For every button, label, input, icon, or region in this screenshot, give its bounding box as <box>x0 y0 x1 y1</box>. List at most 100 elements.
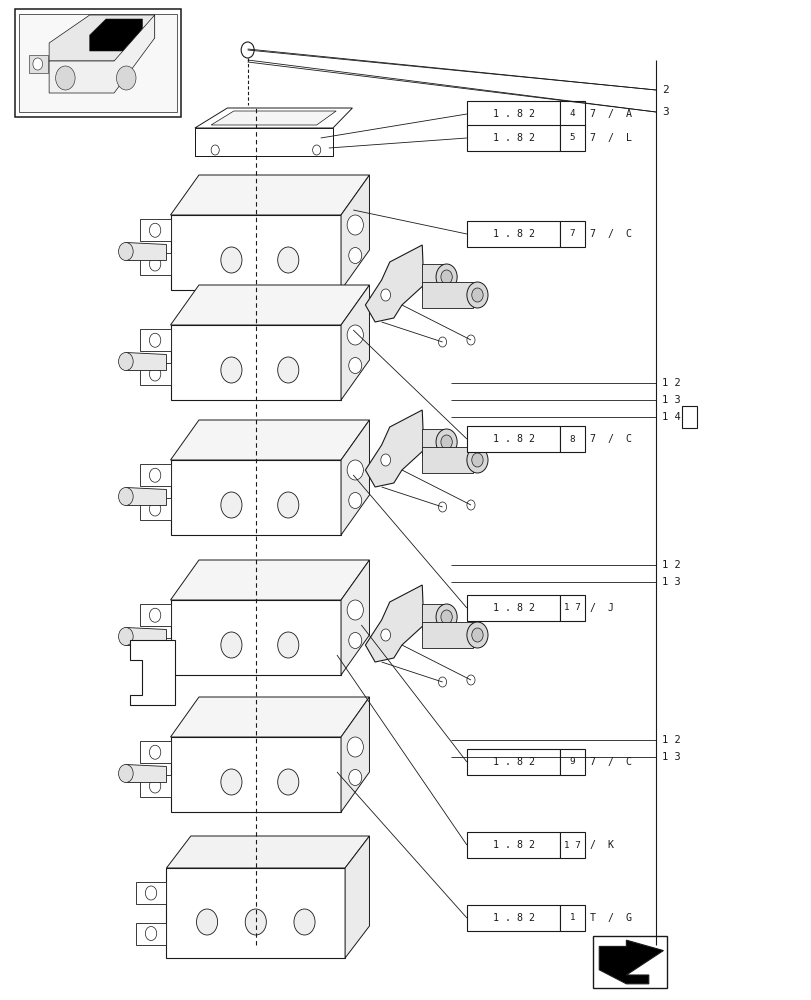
Polygon shape <box>422 447 473 473</box>
Text: /  K: / K <box>589 840 613 850</box>
Text: 1 . 8 2: 1 . 8 2 <box>492 757 534 767</box>
Text: 1: 1 <box>569 914 574 922</box>
Bar <box>560 125 584 151</box>
Circle shape <box>440 270 452 284</box>
Circle shape <box>55 66 75 90</box>
Circle shape <box>277 357 298 383</box>
Polygon shape <box>170 285 369 325</box>
Bar <box>560 101 584 127</box>
Circle shape <box>348 358 361 373</box>
Bar <box>19 14 177 112</box>
Circle shape <box>118 242 133 260</box>
Polygon shape <box>365 585 423 662</box>
Circle shape <box>438 677 446 687</box>
Polygon shape <box>345 836 369 958</box>
Polygon shape <box>422 264 442 290</box>
Circle shape <box>149 367 161 381</box>
Polygon shape <box>170 697 369 737</box>
Polygon shape <box>170 325 341 400</box>
Bar <box>560 832 584 858</box>
Circle shape <box>221 357 242 383</box>
Polygon shape <box>422 622 473 648</box>
Circle shape <box>440 435 452 449</box>
Text: 1 2: 1 2 <box>661 560 680 570</box>
Text: 1 . 8 2: 1 . 8 2 <box>492 603 534 613</box>
Circle shape <box>436 604 457 630</box>
Circle shape <box>312 145 320 155</box>
Text: 7  /  L: 7 / L <box>589 133 631 143</box>
Circle shape <box>149 257 161 271</box>
Bar <box>560 426 584 452</box>
Bar <box>466 426 560 452</box>
Polygon shape <box>365 410 423 487</box>
Circle shape <box>380 454 390 466</box>
Bar <box>560 221 584 247</box>
Circle shape <box>221 769 242 795</box>
Polygon shape <box>139 363 170 385</box>
Circle shape <box>277 769 298 795</box>
Text: 1 . 8 2: 1 . 8 2 <box>492 913 534 923</box>
Polygon shape <box>49 15 154 61</box>
Text: /  J: / J <box>589 603 613 613</box>
Circle shape <box>118 353 133 370</box>
Circle shape <box>380 629 390 641</box>
Text: T  /  G: T / G <box>589 913 631 923</box>
Polygon shape <box>139 219 170 241</box>
Circle shape <box>116 66 135 90</box>
Polygon shape <box>135 922 166 944</box>
Polygon shape <box>170 560 369 600</box>
Circle shape <box>118 764 133 782</box>
Circle shape <box>348 247 361 264</box>
Text: 1 . 8 2: 1 . 8 2 <box>492 133 534 143</box>
Bar <box>466 221 560 247</box>
Polygon shape <box>126 353 166 370</box>
Circle shape <box>440 610 452 624</box>
Circle shape <box>245 909 266 935</box>
Bar <box>466 905 560 931</box>
Polygon shape <box>49 15 154 93</box>
Text: 8: 8 <box>569 434 574 444</box>
Circle shape <box>149 468 161 482</box>
Polygon shape <box>139 604 170 626</box>
Bar <box>466 595 560 621</box>
Text: 1 . 8 2: 1 . 8 2 <box>492 229 534 239</box>
Circle shape <box>149 642 161 656</box>
Circle shape <box>221 492 242 518</box>
Polygon shape <box>135 882 166 904</box>
Polygon shape <box>126 242 166 261</box>
Polygon shape <box>139 329 170 351</box>
Polygon shape <box>89 19 142 51</box>
Polygon shape <box>341 697 369 812</box>
Bar <box>466 749 560 775</box>
Circle shape <box>471 628 483 642</box>
Polygon shape <box>341 285 369 400</box>
Circle shape <box>438 337 446 347</box>
Circle shape <box>436 429 457 455</box>
Text: 1 2: 1 2 <box>661 378 680 388</box>
Polygon shape <box>195 108 352 128</box>
Circle shape <box>466 335 474 345</box>
Circle shape <box>277 492 298 518</box>
Circle shape <box>32 58 42 70</box>
Circle shape <box>149 223 161 237</box>
Polygon shape <box>126 764 166 782</box>
Text: 7  /  C: 7 / C <box>589 229 631 239</box>
Circle shape <box>149 502 161 516</box>
Polygon shape <box>341 560 369 675</box>
Circle shape <box>211 145 219 155</box>
Polygon shape <box>170 600 341 675</box>
Bar <box>681 406 696 428</box>
Circle shape <box>348 492 361 508</box>
Text: 1 3: 1 3 <box>661 577 680 587</box>
Circle shape <box>221 247 242 273</box>
Circle shape <box>380 289 390 301</box>
Text: 1 3: 1 3 <box>661 752 680 762</box>
Bar <box>466 101 560 127</box>
Polygon shape <box>126 487 166 505</box>
Polygon shape <box>166 868 345 958</box>
Polygon shape <box>126 628 166 646</box>
Circle shape <box>277 632 298 658</box>
Circle shape <box>466 675 474 685</box>
Text: 1 7: 1 7 <box>564 603 580 612</box>
Polygon shape <box>170 737 341 812</box>
